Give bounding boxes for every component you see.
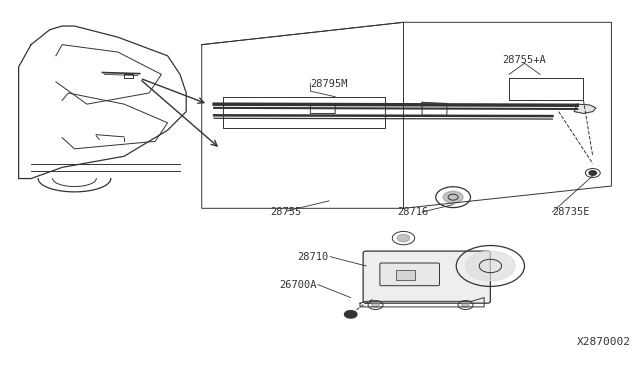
Bar	[396, 270, 415, 280]
Text: 28755+A: 28755+A	[502, 55, 547, 64]
Text: 28716: 28716	[397, 207, 429, 217]
Text: 28755: 28755	[270, 207, 301, 217]
FancyBboxPatch shape	[363, 251, 490, 303]
Circle shape	[465, 251, 515, 281]
Circle shape	[372, 303, 380, 307]
Polygon shape	[574, 104, 596, 113]
Circle shape	[462, 303, 469, 307]
Circle shape	[589, 171, 596, 175]
Circle shape	[443, 191, 463, 203]
Text: 28735E: 28735E	[552, 207, 590, 217]
Circle shape	[397, 234, 410, 242]
Text: X2870002: X2870002	[577, 337, 631, 347]
FancyBboxPatch shape	[380, 263, 440, 286]
Text: 26700A: 26700A	[279, 280, 317, 289]
Text: 28795M: 28795M	[310, 79, 348, 89]
Circle shape	[344, 311, 357, 318]
Text: 28710: 28710	[298, 252, 329, 262]
